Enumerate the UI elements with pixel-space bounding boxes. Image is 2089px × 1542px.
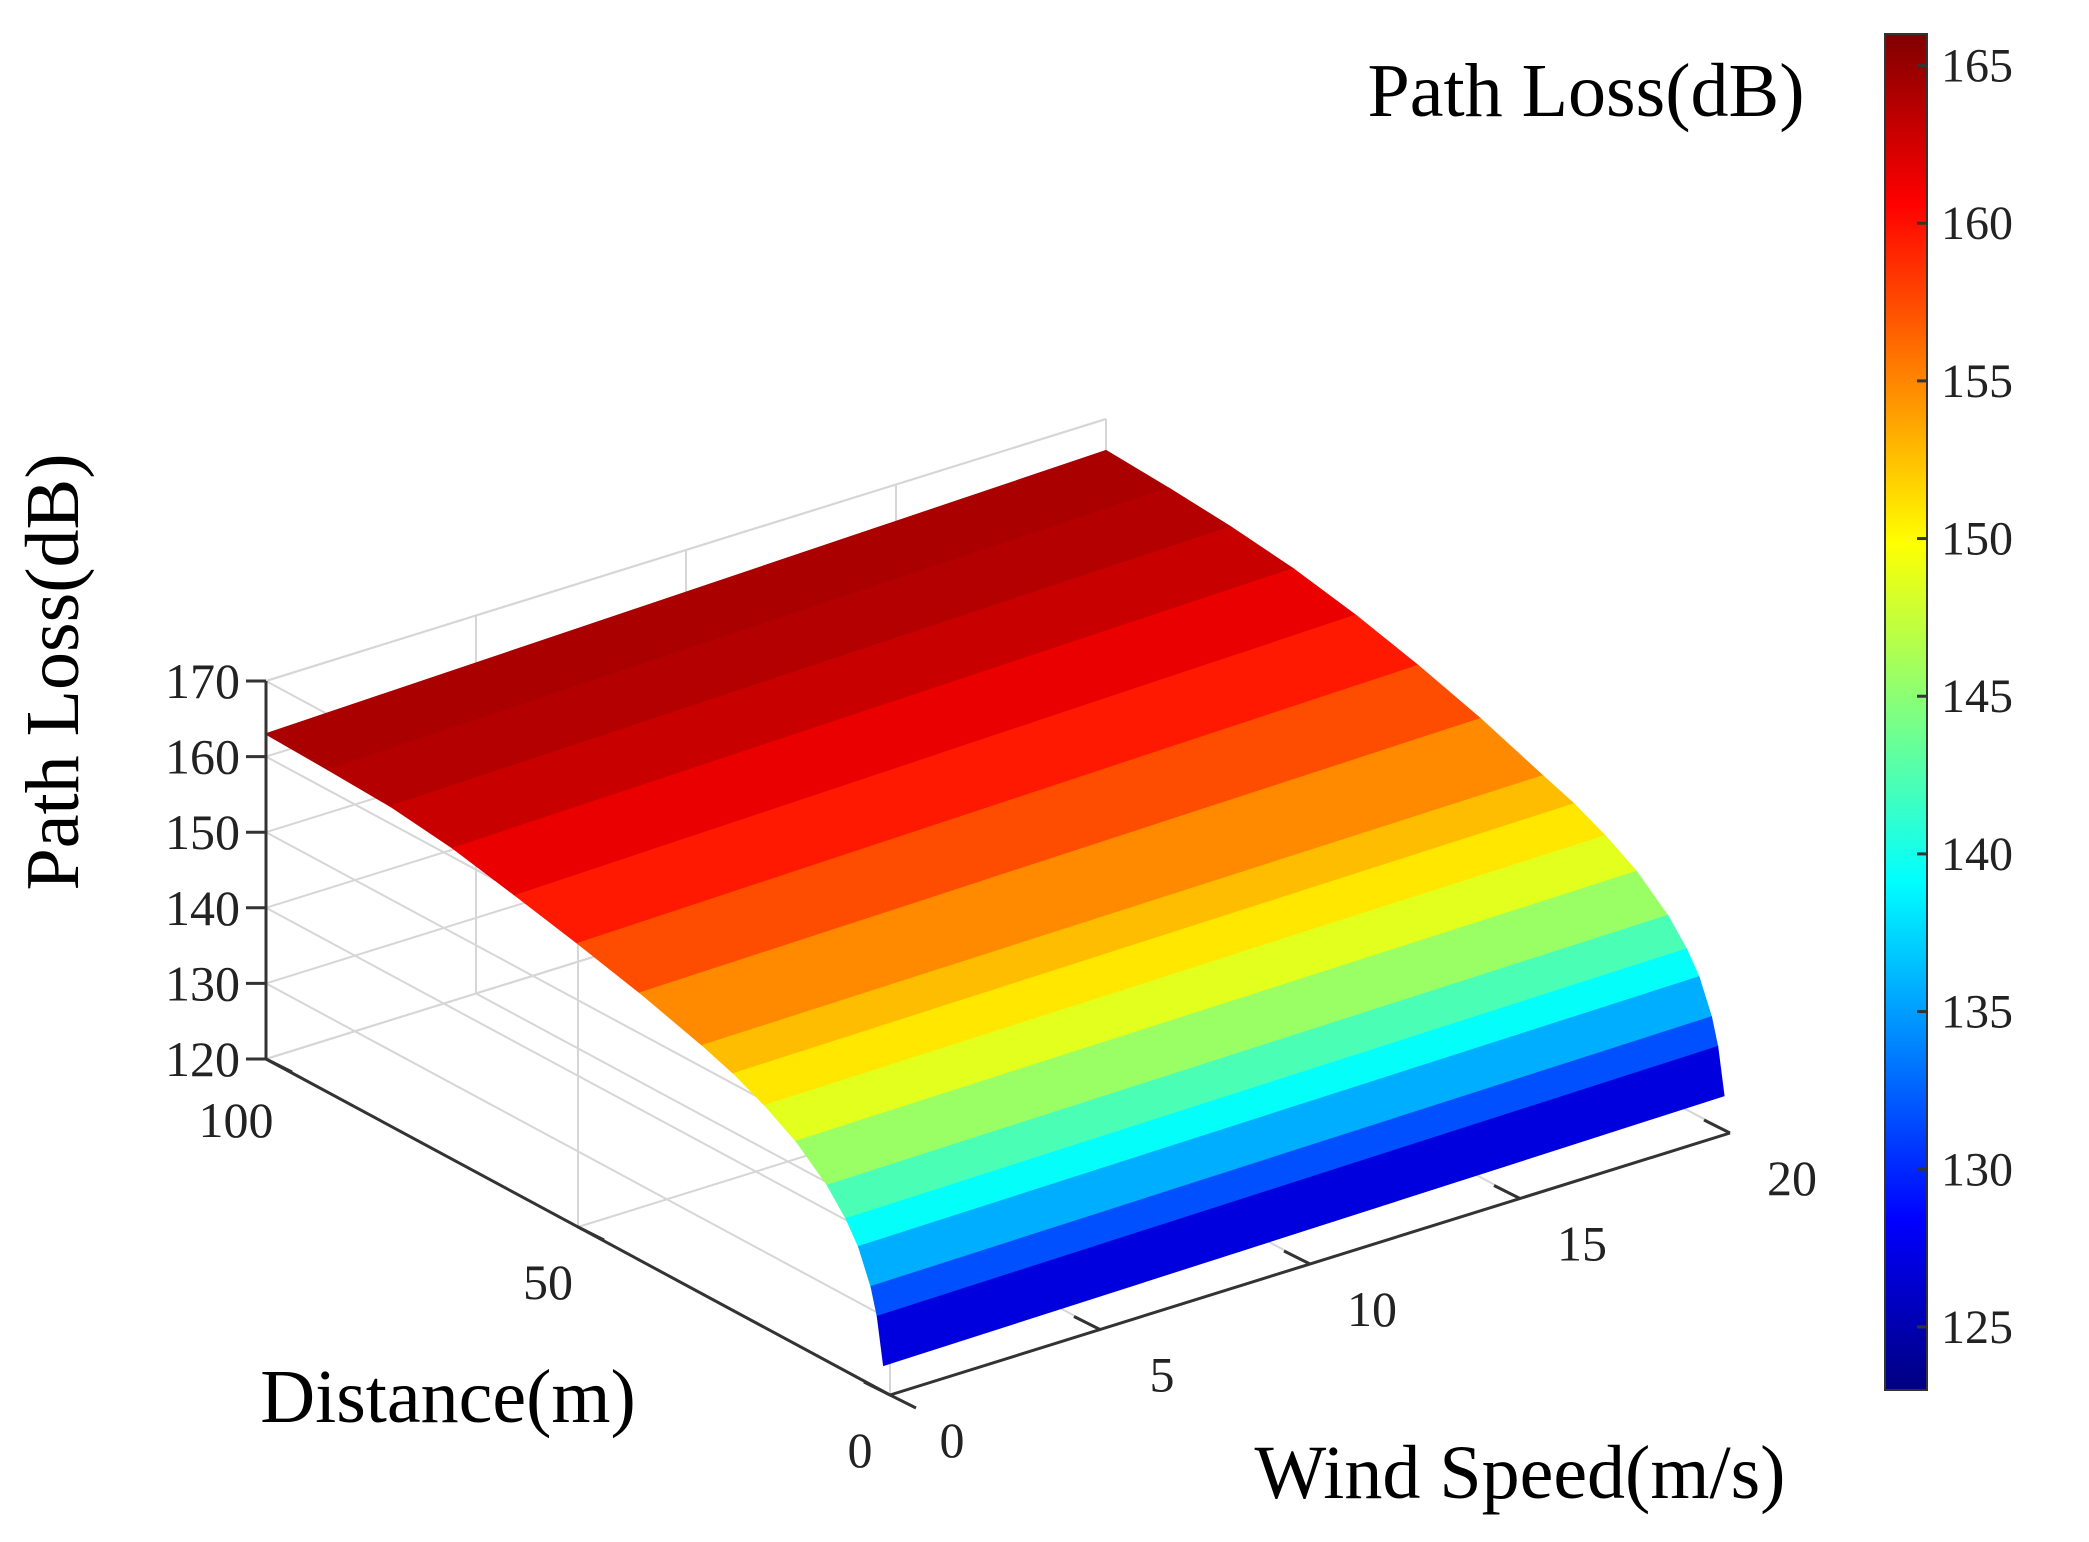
y-tick-mark — [889, 1393, 917, 1410]
x-tick-label: 5 — [1150, 1347, 1175, 1403]
y-tick-labels: 0 50 100 — [199, 1092, 873, 1478]
x-tick-labels: 0 5 10 15 20 — [940, 1150, 1818, 1468]
colorbar: Path Loss(dB) 125 130 135 140 145 150 155 160 16… — [1368, 33, 2013, 1391]
x-tick-label: 10 — [1347, 1281, 1397, 1337]
x-tick-mark — [1703, 1118, 1731, 1135]
y-tick-mark — [577, 1225, 605, 1242]
grid-line — [265, 418, 1107, 682]
x-tick-label: 15 — [1557, 1216, 1607, 1272]
colorbar-tick-label: 130 — [1941, 1143, 2013, 1196]
z-tick-label: 170 — [165, 653, 240, 709]
x-tick-mark — [863, 1380, 891, 1397]
z-axis-title: Path Loss(dB) — [11, 454, 95, 891]
colorbar-tick-label: 125 — [1941, 1301, 2013, 1354]
y-tick-mark — [265, 1057, 293, 1074]
y-tick-label: 100 — [199, 1092, 274, 1148]
y-axis-title: Distance(m) — [260, 1355, 636, 1439]
colorbar-tick-label: 150 — [1941, 513, 2013, 566]
colorbar-ticks: 125 130 135 140 145 150 155 160 165 — [1917, 40, 2013, 1354]
colorbar-tick-label: 145 — [1941, 670, 2013, 723]
x-tick-label: 20 — [1767, 1150, 1817, 1206]
x-axis-title: Wind Speed(m/s) — [1255, 1431, 1786, 1515]
colorbar-bar — [1884, 33, 1928, 1391]
colorbar-tick-label: 135 — [1941, 986, 2013, 1039]
colorbar-tick-label: 155 — [1941, 355, 2013, 408]
colorbar-title: Path Loss(dB) — [1368, 49, 1805, 133]
colorbar-tick-label: 140 — [1941, 828, 2013, 881]
z-tick-label: 160 — [165, 729, 240, 785]
colorbar-tick-label: 165 — [1941, 40, 2013, 93]
x-tick-mark — [1283, 1249, 1311, 1266]
z-tick-label: 130 — [165, 955, 240, 1011]
y-tick-label: 0 — [848, 1422, 873, 1478]
z-tick-label: 140 — [165, 880, 240, 936]
colorbar-tick-label: 160 — [1941, 197, 2013, 250]
x-tick-mark — [1493, 1184, 1521, 1200]
z-tick-label: 150 — [165, 804, 240, 860]
surface-patch — [876, 1045, 1725, 1367]
y-tick-label: 50 — [523, 1254, 573, 1310]
x-tick-mark — [1073, 1315, 1101, 1331]
surface — [264, 449, 1725, 1367]
z-tick-labels: 120 130 140 150 160 170 — [165, 653, 240, 1087]
axes-layer — [246, 679, 1731, 1410]
x-tick-label: 0 — [940, 1412, 965, 1468]
z-tick-label: 120 — [165, 1031, 240, 1087]
